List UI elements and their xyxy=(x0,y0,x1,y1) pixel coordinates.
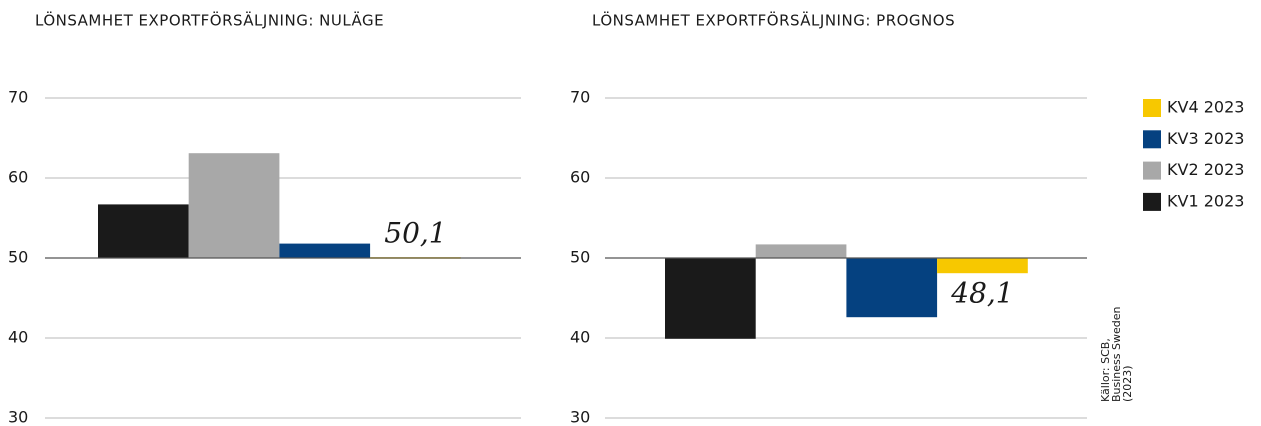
y-tick-label: 30 xyxy=(570,408,590,426)
y-tick-label: 50 xyxy=(8,248,28,267)
legend-label: KV1 2023 xyxy=(1167,191,1244,210)
source-line: Källor: SCB, xyxy=(1099,338,1112,402)
bar xyxy=(188,153,280,258)
bar xyxy=(665,258,756,339)
bar xyxy=(846,258,938,318)
y-tick-label: 50 xyxy=(570,248,590,267)
chart-title: LÖNSAMHET EXPORTFÖRSÄLJNING: PROGNOS xyxy=(592,11,955,30)
legend-label: KV3 2023 xyxy=(1167,129,1244,148)
legend-swatch xyxy=(1143,161,1161,180)
chart-title: LÖNSAMHET EXPORTFÖRSÄLJNING: NULÄGE xyxy=(35,11,384,30)
legend-label: KV2 2023 xyxy=(1167,160,1244,179)
data-label: 48,1 xyxy=(950,277,1013,310)
source-line: Business Sweden xyxy=(1110,307,1123,402)
y-tick-label: 70 xyxy=(570,88,590,107)
bar xyxy=(279,243,371,258)
legend-swatch xyxy=(1143,192,1161,211)
y-tick-label: 60 xyxy=(8,168,28,187)
bar xyxy=(98,204,189,258)
y-tick-label: 30 xyxy=(8,408,28,426)
source-line: (2023) xyxy=(1121,365,1134,402)
y-tick-label: 70 xyxy=(8,88,28,107)
y-tick-label: 60 xyxy=(570,168,590,187)
y-tick-label: 40 xyxy=(8,328,28,347)
bar xyxy=(937,258,1028,274)
y-tick-label: 40 xyxy=(570,328,590,347)
legend-swatch xyxy=(1143,99,1161,117)
legend-label: KV4 2023 xyxy=(1167,98,1244,117)
source-note: Källor: SCB,Business Sweden(2023) xyxy=(1099,307,1134,402)
data-label: 50,1 xyxy=(384,217,446,250)
bar xyxy=(755,244,847,258)
legend-swatch xyxy=(1143,130,1161,149)
